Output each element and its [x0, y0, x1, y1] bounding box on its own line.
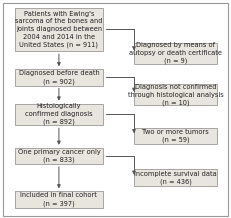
FancyBboxPatch shape [134, 128, 217, 144]
Text: Included in final cohort
(n = 397): Included in final cohort (n = 397) [21, 192, 97, 207]
FancyBboxPatch shape [134, 170, 217, 186]
FancyBboxPatch shape [15, 191, 103, 208]
FancyBboxPatch shape [15, 8, 103, 51]
FancyBboxPatch shape [134, 43, 217, 64]
Text: Diagnosed before death
(n = 902): Diagnosed before death (n = 902) [18, 70, 99, 85]
Text: Histologically
confirmed diagnosis
(n = 892): Histologically confirmed diagnosis (n = … [25, 104, 93, 125]
Text: One primary cancer only
(n = 833): One primary cancer only (n = 833) [18, 149, 100, 163]
Text: Two or more tumors
(n = 59): Two or more tumors (n = 59) [142, 129, 209, 143]
FancyBboxPatch shape [15, 148, 103, 164]
Text: Incomplete survival data
(n = 436): Incomplete survival data (n = 436) [134, 170, 217, 185]
FancyBboxPatch shape [134, 85, 217, 105]
Text: Patients with Ewing's
sarcoma of the bones and
joints diagnosed between
2004 and: Patients with Ewing's sarcoma of the bon… [15, 11, 103, 48]
Text: Diagnosed by means of
autopsy or death certificate
(n = 9): Diagnosed by means of autopsy or death c… [129, 43, 222, 64]
FancyBboxPatch shape [15, 104, 103, 125]
FancyBboxPatch shape [15, 69, 103, 85]
Text: Diagnosis not confirmed
through histological analysis
(n = 10): Diagnosis not confirmed through histolog… [128, 84, 223, 106]
